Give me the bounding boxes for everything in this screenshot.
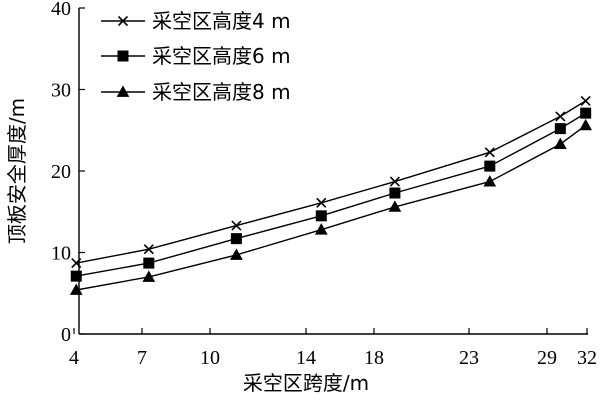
data-point — [555, 111, 566, 122]
data-point — [230, 233, 242, 245]
data-point — [315, 210, 327, 222]
marker-stroke — [580, 95, 591, 106]
series-1 — [71, 95, 591, 269]
series-line — [76, 112, 587, 277]
series-2 — [70, 107, 592, 282]
series-line — [76, 100, 587, 264]
data-point — [580, 107, 592, 119]
x-tick-label: 18 — [364, 347, 384, 369]
data-point — [580, 95, 591, 106]
legend-marker — [117, 50, 129, 62]
marker-stroke — [231, 220, 242, 231]
series-3 — [69, 118, 593, 295]
x-tick-label: 10 — [200, 347, 220, 369]
x-tick-label: 23 — [459, 347, 479, 369]
data-point — [143, 257, 155, 269]
data-point — [314, 223, 328, 235]
marker-stroke — [143, 244, 154, 255]
data-point — [70, 270, 82, 282]
legend-item-3: 采空区高度8 m — [101, 80, 291, 104]
data-point — [143, 244, 154, 255]
data-point — [230, 248, 243, 260]
data-point — [554, 123, 566, 135]
x-ticks: 4 7 10 14 18 23 29 32 — [69, 328, 597, 369]
data-point — [483, 175, 497, 187]
legend-item-2: 采空区高度6 m — [101, 44, 291, 68]
y-ticks: 0 10 20 30 40 — [51, 0, 85, 346]
legend-label: 采空区高度8 m — [152, 80, 291, 104]
data-point — [388, 200, 402, 212]
data-point — [579, 118, 593, 131]
y-tick-label: 0 — [61, 324, 71, 346]
data-point — [231, 220, 242, 231]
y-tick-label: 40 — [51, 0, 71, 20]
legend-label: 采空区高度6 m — [152, 44, 291, 68]
marker-stroke — [555, 111, 566, 122]
data-point — [142, 270, 156, 282]
x-axis-title: 采空区跨度/m — [243, 371, 369, 395]
data-point — [484, 147, 495, 158]
x-tick-label: 32 — [577, 347, 597, 369]
legend: 采空区高度4 m 采空区高度6 m 采空区高度8 m — [101, 9, 291, 104]
x-tick-label: 14 — [296, 347, 316, 369]
legend-item-1: 采空区高度4 m — [101, 9, 291, 33]
data-point — [316, 197, 327, 208]
y-tick-label: 30 — [51, 80, 71, 102]
data-point — [553, 137, 567, 150]
x-tick-label: 7 — [137, 347, 147, 369]
data-point — [71, 258, 82, 269]
legend-label: 采空区高度4 m — [152, 9, 291, 33]
marker-stroke — [117, 15, 129, 27]
legend-marker — [117, 15, 129, 27]
data-point — [484, 160, 496, 172]
data-point — [389, 187, 401, 199]
marker-stroke — [484, 147, 495, 158]
legend-marker — [116, 85, 130, 97]
marker-stroke — [316, 197, 327, 208]
x-tick-label: 4 — [69, 347, 79, 369]
marker-stroke — [71, 258, 82, 269]
series-line — [76, 124, 587, 291]
y-tick-label: 10 — [51, 243, 71, 265]
data-point — [69, 283, 83, 295]
series-layer — [69, 95, 593, 295]
x-tick-label: 29 — [537, 347, 557, 369]
data-point — [389, 176, 400, 187]
y-tick-label: 20 — [51, 161, 71, 183]
y-axis-title: 顶板安全厚度/m — [5, 98, 29, 244]
marker-stroke — [389, 176, 400, 187]
